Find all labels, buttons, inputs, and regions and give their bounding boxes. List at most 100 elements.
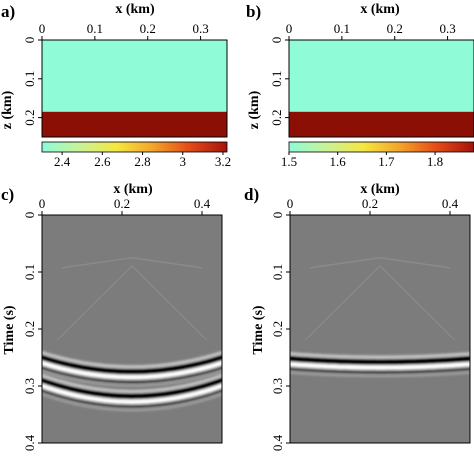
y-tick-label: 0 xyxy=(22,212,37,219)
colorbar-tick-label: 3.2 xyxy=(215,154,231,169)
wavelet-lobe xyxy=(290,371,470,378)
wavelet-lobe xyxy=(42,360,222,380)
x-tick-label: 0.2 xyxy=(140,21,156,36)
panel-c-frame xyxy=(41,214,223,444)
wavelet-lobe xyxy=(42,354,222,375)
velocity-layer xyxy=(289,111,474,137)
panel-d-xticks: 0 0.2 0.4 xyxy=(287,196,459,215)
wavelet-lobe xyxy=(42,393,222,412)
x-tick-label: 0 xyxy=(287,196,294,211)
y-tick-label: 0.1 xyxy=(22,71,37,87)
y-tick-label: 0.2 xyxy=(269,109,284,125)
wavelet-lobe xyxy=(42,383,222,405)
reflection-event xyxy=(290,352,470,378)
reflection-event xyxy=(42,373,222,412)
panel-a-yticks: 0 0.1 0.2 xyxy=(22,37,42,126)
y-tick-label: 0 xyxy=(269,37,284,44)
velocity-layer xyxy=(289,40,474,112)
colorbar-tick-label: 2.6 xyxy=(94,154,111,169)
panel-b-colorbar: 1.5 1.6 1.7 1.8 xyxy=(281,141,474,169)
x-tick-label: 0.1 xyxy=(334,21,350,36)
faint-artifact-line xyxy=(304,265,456,341)
panel-a-xlabel: x (km) xyxy=(115,2,155,17)
panel-d-label: d) xyxy=(244,185,259,204)
colorbar-scale xyxy=(42,142,227,152)
colorbar-tick-label: 2.8 xyxy=(134,154,150,169)
panel-a: a) x (km) z (km) 0 0.1 0.2 0.3 00.10.2 2.4 2… xyxy=(0,2,231,169)
reflection-event xyxy=(42,350,222,387)
panel-b-frame xyxy=(288,39,474,138)
faint-artifacts xyxy=(56,257,208,341)
panel-b-xlabel: x (km) xyxy=(360,2,400,17)
panel-d-seismic-gather xyxy=(290,215,470,443)
panel-b-xticks: 0 0.1 0.2 0.3 xyxy=(286,21,456,40)
y-tick-label: 0.1 xyxy=(22,264,37,280)
y-tick-label: 0 xyxy=(22,37,37,44)
y-tick-label: 0 xyxy=(270,212,285,219)
wavelet-lobe xyxy=(42,373,222,393)
panel-b-ylabel: z (km) xyxy=(247,90,262,129)
gather-background xyxy=(290,215,470,443)
wavelet-lobe xyxy=(290,352,470,359)
x-tick-label: 0 xyxy=(39,21,46,36)
x-tick-label: 0 xyxy=(286,21,293,36)
wavelet-lobe xyxy=(42,370,222,387)
panel-c-ylabel: Time (s) xyxy=(2,305,17,354)
panel-c: c) x (km) Time (s) 0 0.2 0.4 0 0.1 0.2 0.3 0.4 xyxy=(1,182,223,451)
colorbar-tick-label: 3 xyxy=(180,154,187,169)
wavelet-lobe xyxy=(290,356,470,365)
velocity-layer xyxy=(42,40,227,112)
wavelet-lobe xyxy=(42,388,222,408)
x-tick-label: 0.1 xyxy=(87,21,103,36)
x-tick-label: 0.2 xyxy=(387,21,403,36)
x-tick-label: 0.3 xyxy=(192,21,208,36)
panel-a-ylabel: z (km) xyxy=(0,90,15,129)
y-tick-label: 0.3 xyxy=(270,378,285,394)
velocity-layer xyxy=(42,111,227,137)
wavelet-lobe xyxy=(42,377,222,399)
panel-b-label: b) xyxy=(246,2,261,21)
panel-b-velocity-layers xyxy=(289,40,474,137)
y-tick-label: 0.2 xyxy=(22,109,37,125)
x-tick-label: 0.2 xyxy=(362,196,378,211)
panel-d-xlabel: x (km) xyxy=(360,182,400,197)
faint-artifacts xyxy=(304,257,456,341)
wavelet-lobe xyxy=(42,350,222,369)
y-tick-label: 0.3 xyxy=(22,378,37,394)
colorbar-tick-label: 1.5 xyxy=(281,154,297,169)
panel-c-label: c) xyxy=(1,185,14,204)
colorbar-tick-label: 2.4 xyxy=(54,154,71,169)
panel-a-velocity-layers xyxy=(42,40,227,137)
panel-b: b) x (km) z (km) 0 0.1 0.2 0.3 00.10.2 1.5 1… xyxy=(246,2,474,169)
panel-c-yticks: 0 0.1 0.2 0.3 0.4 xyxy=(22,212,42,451)
faint-artifact-line xyxy=(61,257,203,269)
colorbar-tick-label: 1.7 xyxy=(378,154,395,169)
y-tick-label: 0.4 xyxy=(270,434,285,451)
panel-a-frame xyxy=(41,39,228,138)
faint-artifact-line xyxy=(56,265,208,341)
panel-a-colorbar: 2.4 2.6 2.8 3 3.2 xyxy=(41,141,231,169)
colorbar-scale xyxy=(289,142,474,152)
panel-b-yticks: 0 0.1 0.2 xyxy=(269,37,289,126)
wavelet-lobe xyxy=(290,361,470,370)
y-tick-label: 0.1 xyxy=(269,71,284,87)
panel-a-label: a) xyxy=(1,2,15,21)
x-tick-label: 0.3 xyxy=(439,21,455,36)
panel-d-frame xyxy=(289,214,471,444)
x-tick-label: 0.4 xyxy=(194,196,211,211)
panel-d-ylabel: Time (s) xyxy=(251,305,266,354)
x-tick-label: 0 xyxy=(39,196,46,211)
x-tick-label: 0.4 xyxy=(442,196,459,211)
wavelet-lobe xyxy=(290,367,470,374)
panel-c-xlabel: x (km) xyxy=(113,182,153,197)
y-tick-label: 0.1 xyxy=(270,264,285,280)
colorbar-tick-label: 1.8 xyxy=(427,154,443,169)
faint-artifact-line xyxy=(309,257,451,269)
panel-c-seismic-gather xyxy=(42,215,222,443)
y-tick-label: 0.4 xyxy=(22,434,37,451)
x-tick-label: 0.2 xyxy=(114,196,130,211)
colorbar-tick-label: 1.6 xyxy=(330,154,347,169)
y-tick-label: 0.2 xyxy=(270,321,285,337)
y-tick-label: 0.2 xyxy=(22,321,37,337)
